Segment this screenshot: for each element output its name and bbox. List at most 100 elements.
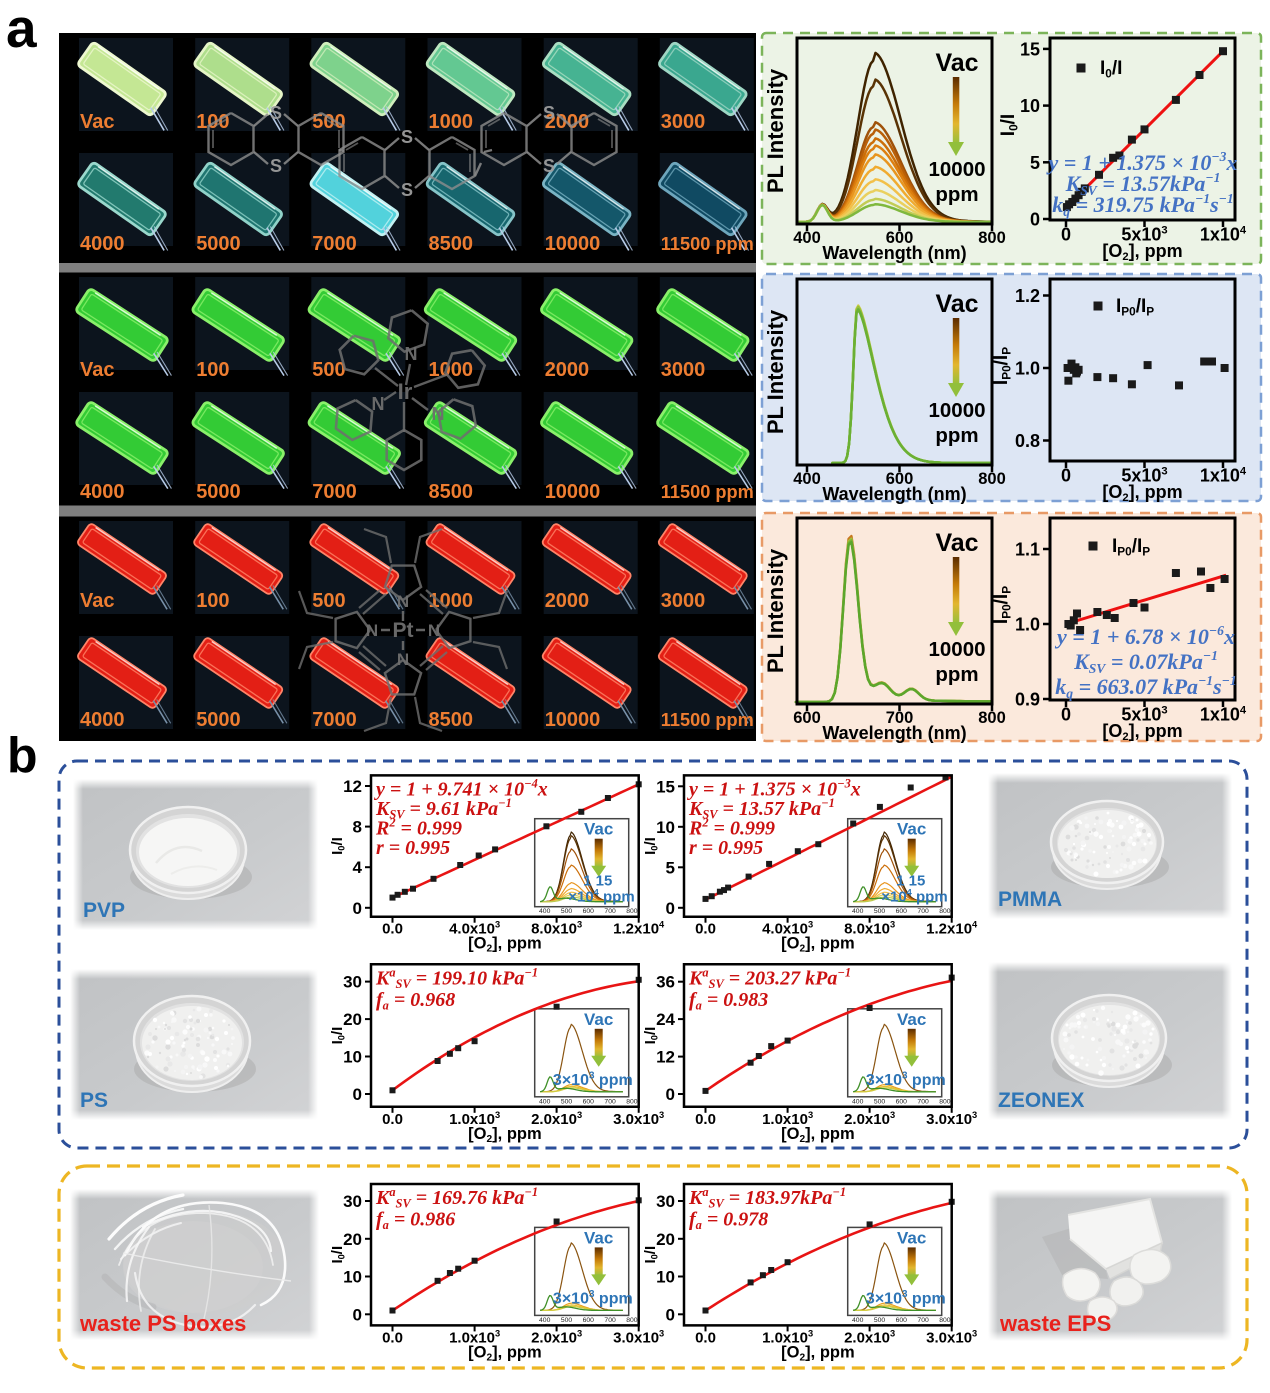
svg-text:24: 24: [656, 1010, 675, 1029]
svg-text:×104 ppm: ×104 ppm: [568, 888, 634, 906]
svg-text:8.0x103: 8.0x103: [844, 920, 895, 938]
svg-text:a: a: [6, 0, 37, 59]
svg-text:2.0x103: 2.0x103: [844, 1110, 895, 1128]
svg-text:y = 1 + 1.375 × 10−3x: y = 1 + 1.375 × 10−3x: [687, 776, 861, 800]
svg-text:[O2], ppm: [O2], ppm: [1102, 482, 1182, 504]
svg-text:0: 0: [353, 1305, 362, 1324]
svg-text:0.0: 0.0: [695, 1329, 716, 1346]
svg-text:fa = 0.978: fa = 0.978: [689, 1209, 768, 1233]
svg-text:0: 0: [666, 1305, 675, 1324]
svg-text:Vac: Vac: [584, 1228, 613, 1247]
svg-text:5x103: 5x103: [1121, 465, 1167, 485]
svg-text:400: 400: [793, 229, 821, 247]
svg-text:R2 = 0.999: R2 = 0.999: [688, 815, 775, 839]
svg-text:PVP: PVP: [83, 899, 125, 922]
svg-text:I0/I: I0/I: [329, 1027, 347, 1045]
svg-text:PMMA: PMMA: [998, 888, 1062, 911]
svg-text:5: 5: [666, 858, 675, 877]
svg-text:11500 ppm: 11500 ppm: [661, 482, 754, 502]
svg-text:×104 ppm: ×104 ppm: [881, 888, 947, 906]
svg-text:Ir: Ir: [398, 379, 413, 404]
svg-text:KSV = 9.61 kPa−1: KSV = 9.61 kPa−1: [375, 796, 512, 822]
svg-text:500: 500: [874, 1098, 886, 1105]
svg-text:15: 15: [656, 777, 675, 796]
svg-text:KaSV = 203.27 kPa−1: KaSV = 203.27 kPa−1: [688, 965, 851, 991]
svg-text:1x104: 1x104: [1200, 465, 1247, 485]
svg-text:500: 500: [874, 908, 886, 915]
svg-text:[O2], ppm: [O2], ppm: [781, 1343, 855, 1363]
svg-text:5x103: 5x103: [1121, 224, 1167, 244]
svg-text:Vac: Vac: [897, 1010, 926, 1029]
svg-text:4.0x103: 4.0x103: [762, 920, 813, 938]
svg-text:Wavelength (nm): Wavelength (nm): [822, 723, 966, 743]
svg-text:R2 = 0.999: R2 = 0.999: [375, 815, 462, 839]
svg-text:Vac: Vac: [80, 359, 114, 381]
svg-text:3×103 ppm: 3×103 ppm: [553, 1070, 633, 1088]
svg-text:100: 100: [196, 111, 229, 133]
svg-text:3000: 3000: [661, 590, 706, 612]
svg-text:800: 800: [626, 1317, 638, 1324]
svg-text:1000: 1000: [429, 111, 474, 133]
svg-text:y = 1 + 9.741 × 10−4x: y = 1 + 9.741 × 10−4x: [374, 776, 548, 800]
svg-text:20: 20: [656, 1230, 675, 1249]
svg-text:0: 0: [1061, 466, 1071, 486]
svg-text:kq = 319.75 kPa−1s−1: kq = 319.75 kPa−1s−1: [1052, 191, 1233, 219]
svg-text:600: 600: [583, 908, 595, 915]
svg-text:10000: 10000: [928, 638, 985, 661]
svg-text:KaSV = 199.10 kPa−1: KaSV = 199.10 kPa−1: [375, 965, 538, 991]
svg-text:[O2], ppm: [O2], ppm: [1102, 721, 1182, 743]
svg-text:400: 400: [852, 1317, 864, 1324]
svg-text:3.0x103: 3.0x103: [926, 1328, 977, 1346]
svg-text:3×103 ppm: 3×103 ppm: [866, 1070, 946, 1088]
svg-text:11500 ppm: 11500 ppm: [661, 234, 754, 254]
svg-text:y = 1 + 1.375 × 10−3x: y = 1 + 1.375 × 10−3x: [1046, 149, 1238, 175]
svg-text:800: 800: [978, 709, 1006, 727]
svg-text:[O2], ppm: [O2], ppm: [1102, 241, 1182, 263]
svg-text:IP0/IP: IP0/IP: [991, 347, 1013, 385]
svg-text:4000: 4000: [80, 233, 125, 255]
svg-text:800: 800: [939, 1317, 951, 1324]
svg-text:3.0x103: 3.0x103: [926, 1110, 977, 1128]
svg-text:I0/I: I0/I: [642, 1027, 660, 1045]
svg-text:PL Intensity: PL Intensity: [763, 548, 788, 673]
svg-text:8500: 8500: [429, 481, 474, 503]
svg-text:waste EPS: waste EPS: [999, 1311, 1111, 1336]
svg-text:36: 36: [656, 973, 675, 992]
svg-text:800: 800: [626, 908, 638, 915]
svg-text:PS: PS: [80, 1089, 108, 1112]
svg-text:0.0: 0.0: [695, 1111, 716, 1128]
svg-text:800: 800: [939, 1098, 951, 1105]
svg-text:2.0x103: 2.0x103: [531, 1110, 582, 1128]
svg-text:1.2x104: 1.2x104: [613, 920, 665, 938]
svg-text:8: 8: [353, 818, 362, 837]
svg-text:1.2: 1.2: [1015, 286, 1040, 306]
svg-text:500: 500: [561, 1317, 573, 1324]
svg-text:1x104: 1x104: [1200, 224, 1247, 244]
svg-text:3×103 ppm: 3×103 ppm: [553, 1289, 633, 1307]
svg-text:S: S: [543, 103, 555, 123]
svg-text:0: 0: [666, 1085, 675, 1104]
svg-text:[O2], ppm: [O2], ppm: [781, 935, 855, 955]
svg-text:20: 20: [343, 1230, 362, 1249]
svg-text:5000: 5000: [196, 233, 241, 255]
svg-text:600: 600: [896, 1098, 908, 1105]
svg-text:2.0x103: 2.0x103: [531, 1328, 582, 1346]
svg-text:KSV = 13.57 kPa−1: KSV = 13.57 kPa−1: [688, 796, 835, 822]
svg-text:3000: 3000: [661, 111, 706, 133]
svg-text:500: 500: [561, 1098, 573, 1105]
svg-text:S: S: [270, 103, 282, 123]
svg-text:400: 400: [539, 908, 551, 915]
svg-text:7000: 7000: [312, 233, 357, 255]
svg-text:Wavelength (nm): Wavelength (nm): [822, 243, 966, 263]
svg-text:10: 10: [656, 1268, 675, 1287]
svg-text:kq = 663.07 kPa−1s−1: kq = 663.07 kPa−1s−1: [1055, 673, 1236, 701]
svg-text:I0/I: I0/I: [1100, 58, 1122, 80]
svg-text:700: 700: [917, 1098, 929, 1105]
svg-text:30: 30: [343, 1192, 362, 1211]
svg-text:1.1: 1.1: [1015, 540, 1040, 560]
svg-text:Vac: Vac: [897, 1228, 926, 1247]
svg-text:fa = 0.986: fa = 0.986: [376, 1209, 455, 1233]
svg-text:0: 0: [1061, 225, 1071, 245]
svg-text:S: S: [401, 180, 413, 200]
svg-text:1 15: 1 15: [896, 873, 925, 890]
